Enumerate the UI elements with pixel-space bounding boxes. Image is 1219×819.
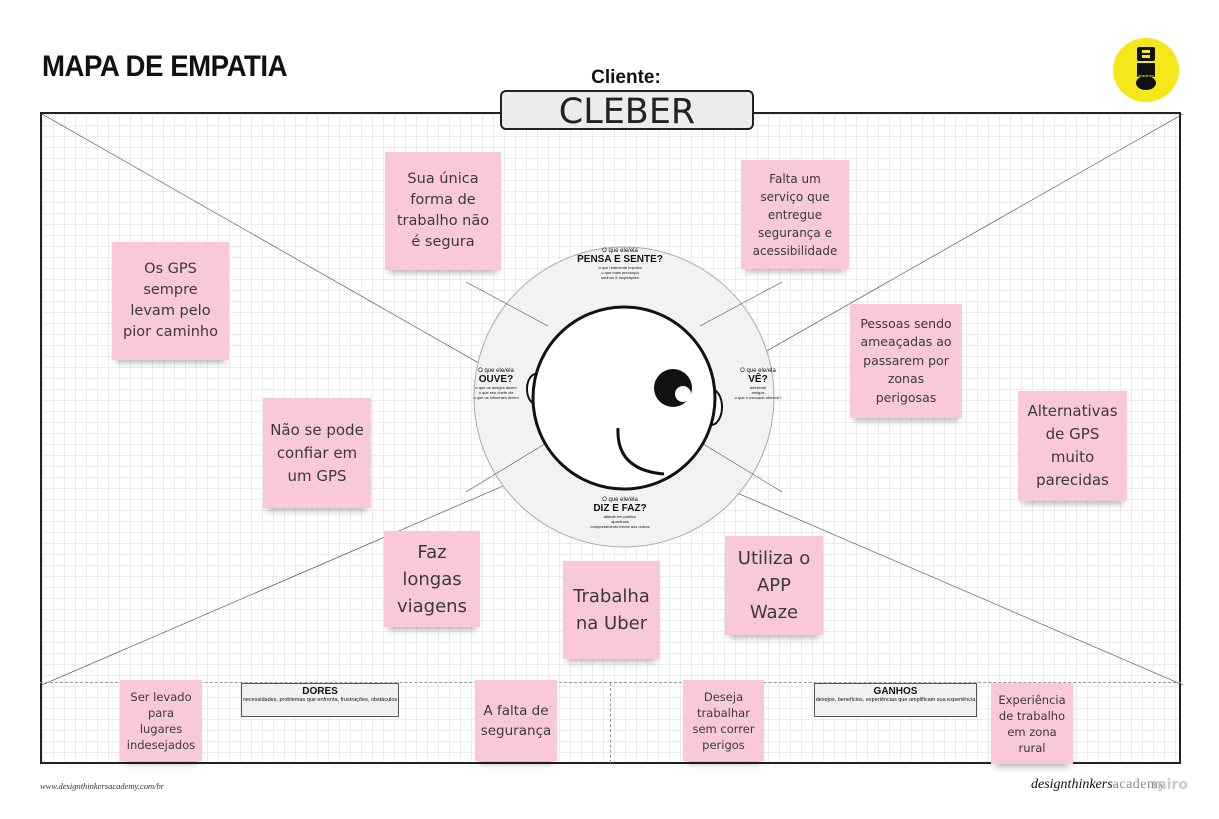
sticky-note[interactable]: Trabalha na Uber (563, 561, 660, 659)
logo-text: academy (1137, 73, 1155, 78)
sticky-note[interactable]: Faz longas viagens (384, 531, 480, 627)
sticky-note[interactable]: Experiência de trabalho em zona rural (991, 683, 1073, 764)
hear-label: O que ele/ela OUVE? o que os amigos dize… (466, 368, 526, 400)
sticky-note[interactable]: Pessoas sendo ameaçadas ao passarem por … (850, 304, 962, 418)
client-name-field[interactable]: CLEBER (500, 90, 754, 132)
footer-url: www.designthinkersacademy.com/br (40, 781, 165, 791)
think-feel-heading: PENSA E SENTE? (577, 254, 663, 265)
brand-part-2: academy (1112, 777, 1166, 792)
say-do-label: O que ele/ela DIZ E FAZ? atitude em públ… (560, 497, 680, 529)
hear-heading: OUVE? (478, 374, 514, 385)
dores-label: DORES necessidades, problemas que enfren… (241, 683, 399, 717)
dores-ganhos-divider (610, 683, 611, 763)
dores-subtitle: necessidades, problemas que enfrenta, fr… (242, 697, 398, 703)
ganhos-subtitle: desejos, benefícios, experiências que am… (815, 697, 976, 703)
miro-watermark: miro (1152, 777, 1188, 793)
bottom-section-divider (40, 682, 1181, 683)
empathy-circle (466, 246, 782, 548)
say-do-heading: DIZ E FAZ? (593, 503, 647, 514)
think-feel-sub-3: sonhos & inspirações (600, 275, 640, 280)
think-feel-question: O que ele/ela (602, 248, 638, 254)
say-do-sub-2: aparência (611, 519, 629, 524)
client-label: Cliente: (591, 67, 661, 88)
sticky-note[interactable]: Utiliza o APP Waze (725, 536, 823, 635)
sticky-note[interactable]: Os GPS sempre levam pelo pior caminho (112, 242, 229, 360)
sticky-note[interactable]: Ser levado para lugares indesejados (120, 680, 202, 761)
see-sub-3: o que o mercado oferece? (734, 395, 782, 400)
say-do-sub-3: comportamento frente aos outros (590, 524, 650, 529)
hear-sub-2: o que seu chefe diz (478, 390, 514, 395)
head-icon (526, 305, 723, 491)
see-sub-2: amigos (751, 390, 765, 395)
think-feel-sub-1: o que realmente importa (598, 265, 642, 270)
ganhos-label: GANHOS desejos, benefícios, experiências… (814, 683, 977, 717)
say-do-question: O que ele/ela (602, 497, 638, 503)
page-title: MAPA DE EMPATIA (42, 50, 288, 83)
design-thinkers-logo-icon: academy (1113, 38, 1179, 102)
see-question: O que ele/ela (740, 368, 776, 374)
dores-heading: DORES (302, 686, 338, 697)
footer-brand: designthinkersacademy (1031, 777, 1166, 793)
think-feel-sub-2: o que mais preocupa (601, 270, 639, 275)
brand-part-1: designthinkers (1031, 777, 1113, 792)
sticky-note[interactable]: Sua única forma de trabalho não é segura (385, 152, 501, 270)
sticky-note[interactable]: A falta de segurança (475, 680, 557, 761)
think-feel-label: O que ele/ela PENSA E SENTE? o que realm… (560, 248, 680, 280)
sticky-note[interactable]: Alternativas de GPS muito parecidas (1018, 391, 1127, 501)
see-label: O que ele/ela VÊ? ambiente amigos o que … (728, 368, 788, 400)
hear-sub-1: o que os amigos dizem (475, 385, 517, 390)
sticky-note[interactable]: Deseja trabalhar sem correr perigos (683, 680, 764, 761)
see-heading: VÊ? (748, 374, 768, 385)
say-do-sub-1: atitude em público (603, 514, 637, 519)
sticky-note[interactable]: Não se pode confiar em um GPS (263, 398, 371, 508)
see-sub-1: ambiente (749, 385, 767, 390)
hear-sub-3: o que os influentes dizem (473, 395, 519, 400)
ganhos-heading: GANHOS (873, 686, 918, 697)
hear-question: O que ele/ela (478, 368, 514, 374)
sticky-note[interactable]: Falta um serviço que entregue segurança … (741, 160, 849, 269)
